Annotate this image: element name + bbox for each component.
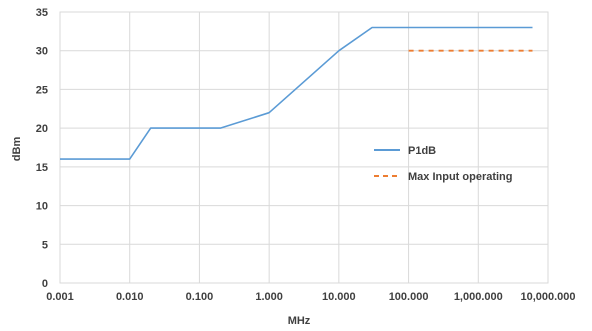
plot-border <box>59 11 549 284</box>
x-tick-label: 10.000 <box>322 291 356 303</box>
x-tick-label: 0.001 <box>46 291 74 303</box>
x-axis-title: MHz <box>288 315 311 327</box>
x-tick-label: 0.100 <box>186 291 214 303</box>
series-line-0 <box>60 26 533 160</box>
x-tick-label: 100.000 <box>389 291 429 303</box>
x-tick-label: 10,000.000 <box>520 291 575 303</box>
legend-label: P1dB <box>408 145 436 157</box>
gridlines <box>59 11 549 284</box>
plot-area <box>59 11 549 284</box>
y-tick-label: 0 <box>42 278 48 290</box>
x-axis-ticks: 0.001 0.010 0.100 1.000 10.000 100.000 1,000.0… <box>46 291 575 303</box>
y-axis-ticks: 0 5 10 15 20 25 30 35 <box>36 7 48 290</box>
y-tick-label: 25 <box>36 84 48 96</box>
y-axis-title: dBm <box>11 137 23 162</box>
x-tick-label: 1,000.000 <box>454 291 503 303</box>
x-tick-label: 1.000 <box>255 291 283 303</box>
y-tick-label: 35 <box>36 7 48 19</box>
y-tick-label: 15 <box>36 162 48 174</box>
y-tick-label: 5 <box>42 239 48 251</box>
y-tick-label: 20 <box>36 123 48 135</box>
series-layer <box>60 26 533 160</box>
y-tick-label: 10 <box>36 201 48 213</box>
y-tick-label: 30 <box>36 46 48 58</box>
legend: P1dB Max Input operating <box>374 145 513 183</box>
x-tick-label: 0.010 <box>116 291 144 303</box>
legend-label: Max Input operating <box>408 171 513 183</box>
